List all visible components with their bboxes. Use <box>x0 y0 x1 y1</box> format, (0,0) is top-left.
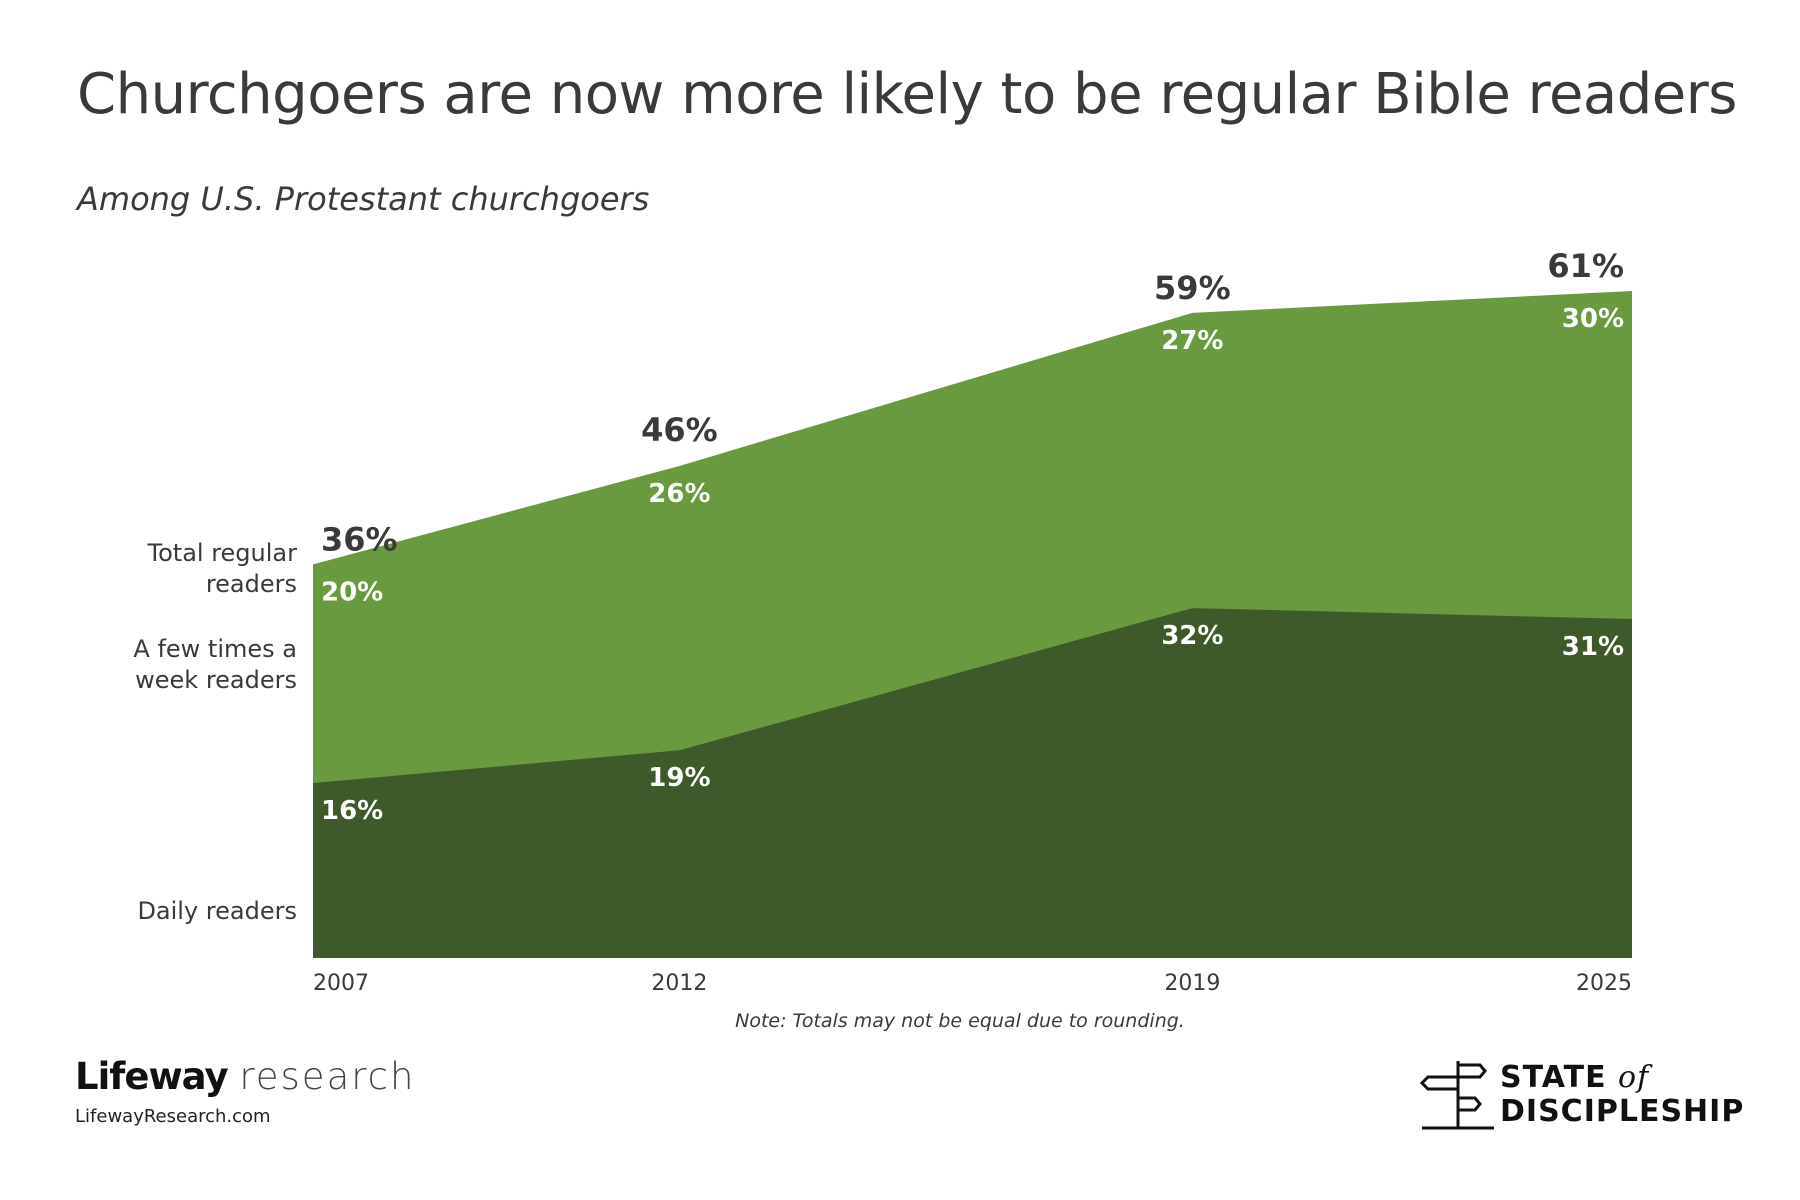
few-times-label: 26% <box>648 479 710 509</box>
state-of-discipleship-logo: STATE of DISCIPLESHIP <box>1419 1055 1743 1134</box>
signpost-icon <box>1419 1061 1494 1130</box>
total-label: 59% <box>1154 269 1231 307</box>
label-daily-readers: Daily readers <box>137 897 297 925</box>
label-total-regular-readers: Total regular readers <box>147 539 297 598</box>
x-tick-label: 2007 <box>313 971 369 996</box>
area-daily <box>313 608 1632 958</box>
daily-label: 31% <box>1562 632 1624 662</box>
footnote: Note: Totals may not be equal due to rou… <box>735 1010 1185 1032</box>
chart-title: Churchgoers are now more likely to be re… <box>77 62 1737 127</box>
few-times-label: 20% <box>321 577 383 607</box>
daily-label: 16% <box>321 796 383 826</box>
lifeway-url: LifewayResearch.com <box>75 1106 271 1127</box>
lifeway-research-logo: Lifeway research <box>75 1055 416 1098</box>
daily-label: 32% <box>1161 621 1223 651</box>
x-tick-label: 2019 <box>1164 971 1220 996</box>
chart-subtitle: Among U.S. Protestant churchgoers <box>77 180 650 218</box>
x-tick-label: 2025 <box>1576 971 1632 996</box>
total-label: 46% <box>641 411 718 449</box>
label-few-times-week-readers: A few times a week readers <box>133 635 297 694</box>
daily-label: 19% <box>648 763 710 793</box>
total-label: 36% <box>321 520 398 558</box>
total-label: 61% <box>1547 247 1624 285</box>
few-times-label: 30% <box>1562 304 1624 334</box>
x-tick-label: 2012 <box>651 971 707 996</box>
few-times-label: 27% <box>1161 326 1223 356</box>
